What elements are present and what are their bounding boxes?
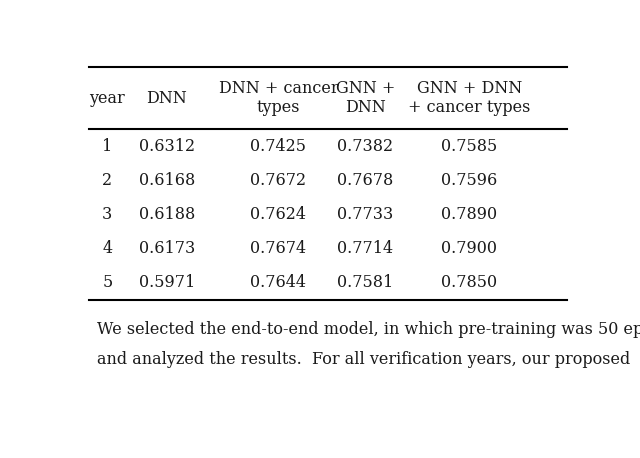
Text: 2: 2 bbox=[102, 172, 113, 189]
Text: year: year bbox=[90, 90, 125, 107]
Text: 0.6312: 0.6312 bbox=[139, 137, 195, 155]
Text: and analyzed the results.  For all verification years, our proposed: and analyzed the results. For all verifi… bbox=[97, 351, 630, 368]
Text: 0.7596: 0.7596 bbox=[441, 172, 497, 189]
Text: 0.7581: 0.7581 bbox=[337, 274, 394, 291]
Text: 0.6168: 0.6168 bbox=[139, 172, 195, 189]
Text: We selected the end-to-end model, in which pre-training was 50 epochs,: We selected the end-to-end model, in whi… bbox=[97, 321, 640, 338]
Text: 0.7624: 0.7624 bbox=[250, 206, 307, 223]
Text: 5: 5 bbox=[102, 274, 113, 291]
Text: 0.7644: 0.7644 bbox=[250, 274, 307, 291]
Text: DNN: DNN bbox=[147, 90, 187, 107]
Text: 4: 4 bbox=[102, 240, 113, 257]
Text: 0.7672: 0.7672 bbox=[250, 172, 307, 189]
Text: 0.7678: 0.7678 bbox=[337, 172, 394, 189]
Text: DNN + cancer
types: DNN + cancer types bbox=[219, 80, 338, 116]
Text: 0.7890: 0.7890 bbox=[442, 206, 497, 223]
Text: 1: 1 bbox=[102, 137, 113, 155]
Text: 0.6173: 0.6173 bbox=[139, 240, 195, 257]
Text: 0.7674: 0.7674 bbox=[250, 240, 307, 257]
Text: GNN +
DNN: GNN + DNN bbox=[335, 80, 395, 116]
Text: GNN + DNN
+ cancer types: GNN + DNN + cancer types bbox=[408, 80, 531, 116]
Text: 3: 3 bbox=[102, 206, 113, 223]
Text: 0.5971: 0.5971 bbox=[139, 274, 195, 291]
Text: 0.7382: 0.7382 bbox=[337, 137, 393, 155]
Text: 0.7585: 0.7585 bbox=[441, 137, 497, 155]
Text: 0.7900: 0.7900 bbox=[442, 240, 497, 257]
Text: 0.7733: 0.7733 bbox=[337, 206, 394, 223]
Text: 0.7850: 0.7850 bbox=[442, 274, 497, 291]
Text: 0.6188: 0.6188 bbox=[139, 206, 195, 223]
Text: 0.7714: 0.7714 bbox=[337, 240, 393, 257]
Text: 0.7425: 0.7425 bbox=[250, 137, 307, 155]
